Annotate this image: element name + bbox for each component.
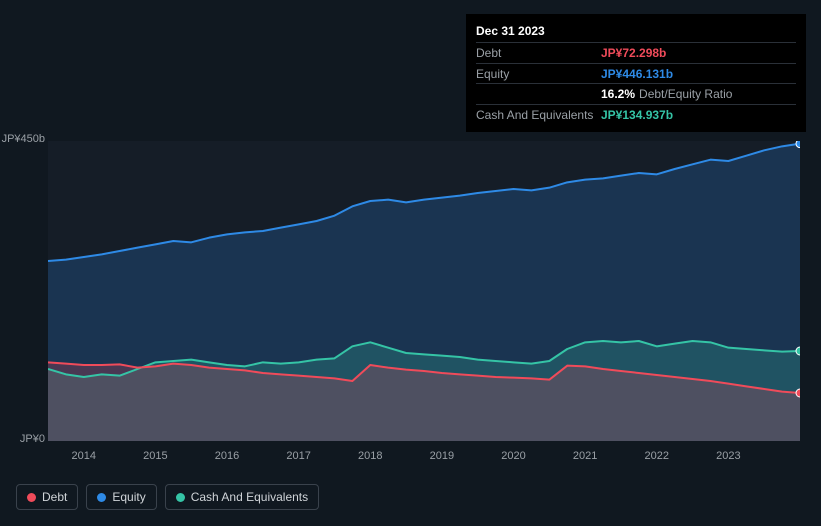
tooltip-row-value: JP¥72.298b [601, 46, 666, 60]
y-axis-label: JP¥0 [0, 433, 45, 445]
chart-area: JP¥450b JP¥0 2014 2015 2016 2017 2018 2019 2020… [0, 120, 821, 470]
x-axis-label: 2017 [286, 450, 310, 462]
legend-label: Equity [112, 490, 145, 504]
chart-svg [48, 141, 800, 441]
series-end-marker-debt [796, 389, 800, 397]
tooltip-row-value: JP¥446.131b [601, 67, 673, 81]
legend-label: Cash And Equivalents [191, 490, 308, 504]
tooltip-row: EquityJP¥446.131b [476, 63, 796, 83]
legend-item-cash-and-equivalents[interactable]: Cash And Equivalents [165, 484, 319, 510]
chart-container: Dec 31 2023 DebtJP¥72.298bEquityJP¥446.1… [0, 0, 821, 526]
legend-label: Debt [42, 490, 67, 504]
x-axis-label: 2014 [72, 450, 96, 462]
x-axis-label: 2022 [645, 450, 669, 462]
x-axis-label: 2015 [143, 450, 167, 462]
legend-dot-icon [27, 493, 36, 502]
y-axis-label: JP¥450b [0, 133, 45, 145]
x-axis-label: 2016 [215, 450, 239, 462]
x-axis-label: 2019 [430, 450, 454, 462]
tooltip-row: 16.2%Debt/Equity Ratio [476, 83, 796, 103]
tooltip-row-label: Equity [476, 67, 601, 81]
x-axis-label: 2020 [501, 450, 525, 462]
x-axis: 2014 2015 2016 2017 2018 2019 2020 2021 2022 2023 [48, 446, 800, 466]
x-axis-label: 2018 [358, 450, 382, 462]
legend: Debt Equity Cash And Equivalents [16, 484, 319, 510]
plot-area[interactable] [48, 141, 800, 441]
tooltip-row-value: 16.2%Debt/Equity Ratio [601, 87, 732, 101]
tooltip-panel: Dec 31 2023 DebtJP¥72.298bEquityJP¥446.1… [466, 14, 806, 132]
legend-item-equity[interactable]: Equity [86, 484, 156, 510]
tooltip-row-suffix: Debt/Equity Ratio [639, 87, 732, 101]
x-axis-label: 2021 [573, 450, 597, 462]
x-axis-label: 2023 [716, 450, 740, 462]
series-end-marker-cash-and-equivalents [796, 347, 800, 355]
tooltip-date: Dec 31 2023 [476, 20, 796, 42]
legend-dot-icon [176, 493, 185, 502]
legend-item-debt[interactable]: Debt [16, 484, 78, 510]
tooltip-row-label: Debt [476, 46, 601, 60]
tooltip-row: DebtJP¥72.298b [476, 42, 796, 62]
tooltip-row-label [476, 87, 601, 101]
legend-dot-icon [97, 493, 106, 502]
